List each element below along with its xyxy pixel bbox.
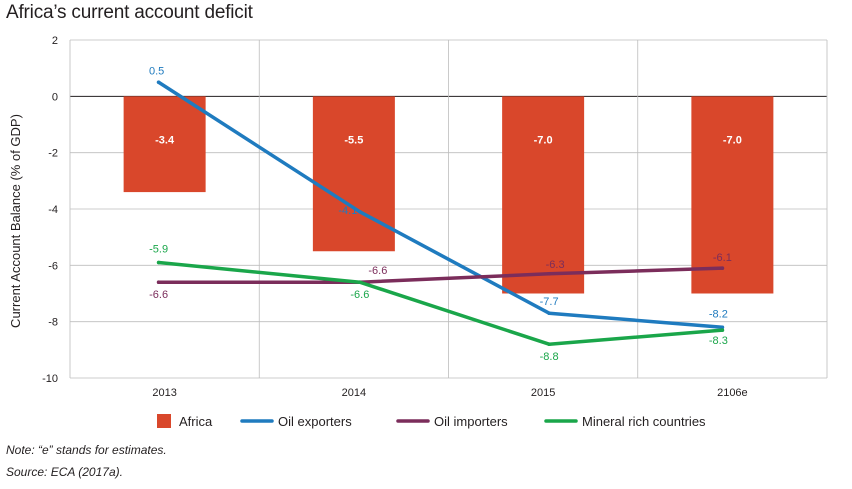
legend-label: Oil exporters	[278, 414, 352, 429]
series-point	[720, 328, 725, 332]
y-tick-label: -6	[48, 260, 58, 272]
y-tick-label: -2	[48, 148, 58, 160]
x-tick-label: 2015	[531, 387, 555, 399]
series-point	[358, 280, 362, 285]
series-point	[720, 325, 725, 330]
series-point	[156, 260, 161, 265]
lines	[156, 80, 725, 347]
point-value-label: -6.6	[350, 289, 369, 301]
y-tick-label: -8	[48, 317, 58, 329]
point-value-label: -6.6	[149, 289, 168, 301]
series-line	[156, 80, 725, 330]
bar	[123, 96, 206, 193]
y-axis-label: Current Account Balance (% of GDP)	[8, 114, 23, 328]
data-labels: -3.4 -5.5 -7.0 -7.0 0.5 -4.1 -7.7 -8.2 -6.6 -6.6 -…	[149, 65, 742, 363]
bars	[123, 96, 774, 294]
series-line	[156, 260, 725, 346]
bar-value-label: -3.4	[155, 134, 175, 146]
bar	[502, 96, 585, 294]
y-tick-label: -10	[42, 373, 58, 385]
point-value-label: 0.5	[149, 65, 164, 77]
axes: 2 0 -2 -4 -6 -8 -10 2013 2014 2015 2106e Current Ac…	[8, 35, 748, 399]
point-value-label: -4.1	[338, 205, 357, 217]
series-point	[547, 342, 551, 347]
legend-label: Oil importers	[434, 414, 508, 429]
bar-value-label: -7.0	[723, 134, 742, 146]
legend-label: Mineral rich countries	[582, 414, 706, 429]
point-value-label: -8.3	[709, 335, 728, 347]
series-point	[547, 271, 551, 276]
point-value-label: -6.3	[546, 259, 565, 271]
chart-title: Africa’s current account deficit	[6, 2, 253, 23]
series-point	[358, 210, 362, 214]
x-tick-label: 2106e	[717, 387, 748, 399]
y-tick-label: -4	[48, 204, 58, 216]
series-point	[156, 280, 161, 285]
series-point	[547, 311, 551, 316]
point-value-label: -7.7	[540, 296, 559, 308]
legend-swatch	[157, 414, 171, 428]
point-value-label: -8.8	[540, 351, 559, 363]
legend: Africa Oil exporters Oil importers Mineral …	[157, 414, 706, 429]
bar-value-label: -7.0	[534, 134, 553, 146]
series-point	[720, 266, 725, 270]
y-tick-label: 2	[52, 35, 58, 47]
x-tick-label: 2014	[342, 387, 366, 399]
x-tick-label: 2013	[152, 387, 176, 399]
y-tick-label: 0	[52, 91, 58, 103]
point-value-label: -8.2	[709, 308, 728, 320]
point-value-label: -6.1	[713, 252, 732, 264]
series-line	[156, 266, 725, 284]
note-text: Note: “e” stands for estimates.	[6, 443, 167, 457]
legend-label: Africa	[179, 414, 213, 429]
bar-value-label: -5.5	[344, 134, 363, 146]
series-point	[156, 80, 161, 85]
source-text: Source: ECA (2017a).	[6, 465, 123, 479]
point-value-label: -5.9	[149, 244, 168, 256]
bar	[312, 96, 395, 252]
bar	[691, 96, 774, 294]
point-value-label: -6.6	[368, 265, 387, 277]
